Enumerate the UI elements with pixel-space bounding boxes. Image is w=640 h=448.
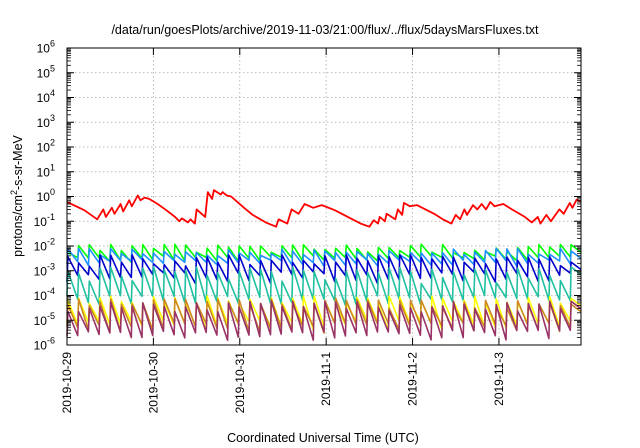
y-tick-label: 10-5 [34,311,55,328]
y-tick-base: 10 [37,42,51,56]
y-tick-exponent: 6 [50,39,55,49]
series-line-4 [66,265,582,307]
y-tick-label: 10-6 [34,336,55,353]
y-tick-base: 10 [37,66,51,80]
y-tick-labels: 10610510410310210110010-110-210-310-410-… [34,39,55,353]
y-axis-label-rest: -s-sr-MeV [11,134,25,190]
y-tick-base: 10 [37,116,51,130]
x-tick-label: 2019-10-30 [146,352,160,414]
y-tick-base: 10 [37,91,51,105]
y-tick-label: 102 [37,138,55,155]
y-axis-label-base: protons/cm [11,195,25,257]
y-tick-exponent: -6 [47,336,55,346]
y-tick-exponent: -2 [47,237,55,247]
y-tick-label: 104 [37,88,55,105]
chart-title: /data/run/goesPlots/archive/2019-11-03/2… [111,23,539,37]
x-tick-label: 2019-11-1 [319,352,333,406]
x-tick-labels: 2019-10-29 2019-10-30 2019-10-31 2019-11-1 2… [60,352,506,414]
y-tick-label: 106 [37,39,55,56]
y-tick-exponent: 0 [50,187,55,197]
series-line-7 [66,300,582,342]
y-tick-base: 10 [37,190,51,204]
y-axis-label-sup: 2 [9,190,19,195]
y-axis-label: protons/cm2-s-sr-MeV [9,134,25,256]
y-tick-base: 10 [34,314,48,328]
y-tick-label: 101 [37,162,55,179]
y-tick-exponent: 1 [50,162,55,172]
y-tick-label: 100 [37,187,55,204]
grid [67,48,581,345]
x-tick-label: 2019-11-3 [492,352,506,406]
y-tick-base: 10 [34,339,48,353]
y-tick-base: 10 [34,215,48,229]
series-line-0 [66,189,582,228]
x-tick-label: 2019-11-2 [406,352,420,406]
series-group [66,189,582,342]
y-tick-exponent: -1 [47,212,55,222]
y-tick-exponent: -4 [47,286,55,296]
y-tick-label: 10-2 [34,237,55,254]
axis-ticks [66,47,581,346]
y-tick-label: 10-4 [34,286,55,303]
y-tick-exponent: 3 [50,113,55,123]
x-axis-label: Coordinated Universal Time (UTC) [227,431,419,445]
y-tick-exponent: -3 [47,261,55,271]
y-tick-base: 10 [34,240,48,254]
y-tick-exponent: -5 [47,311,55,321]
y-tick-exponent: 2 [50,138,55,148]
y-tick-base: 10 [34,264,48,278]
y-tick-exponent: 4 [50,88,55,98]
y-tick-label: 10-3 [34,261,55,278]
x-tick-label: 2019-10-29 [60,352,74,414]
y-tick-exponent: 5 [50,63,55,73]
y-tick-label: 103 [37,113,55,130]
x-tick-label: 2019-10-31 [233,352,247,414]
y-tick-label: 10-1 [34,212,55,229]
y-tick-label: 105 [37,63,55,80]
y-tick-base: 10 [37,141,51,155]
y-tick-base: 10 [34,289,48,303]
y-tick-base: 10 [37,165,51,179]
